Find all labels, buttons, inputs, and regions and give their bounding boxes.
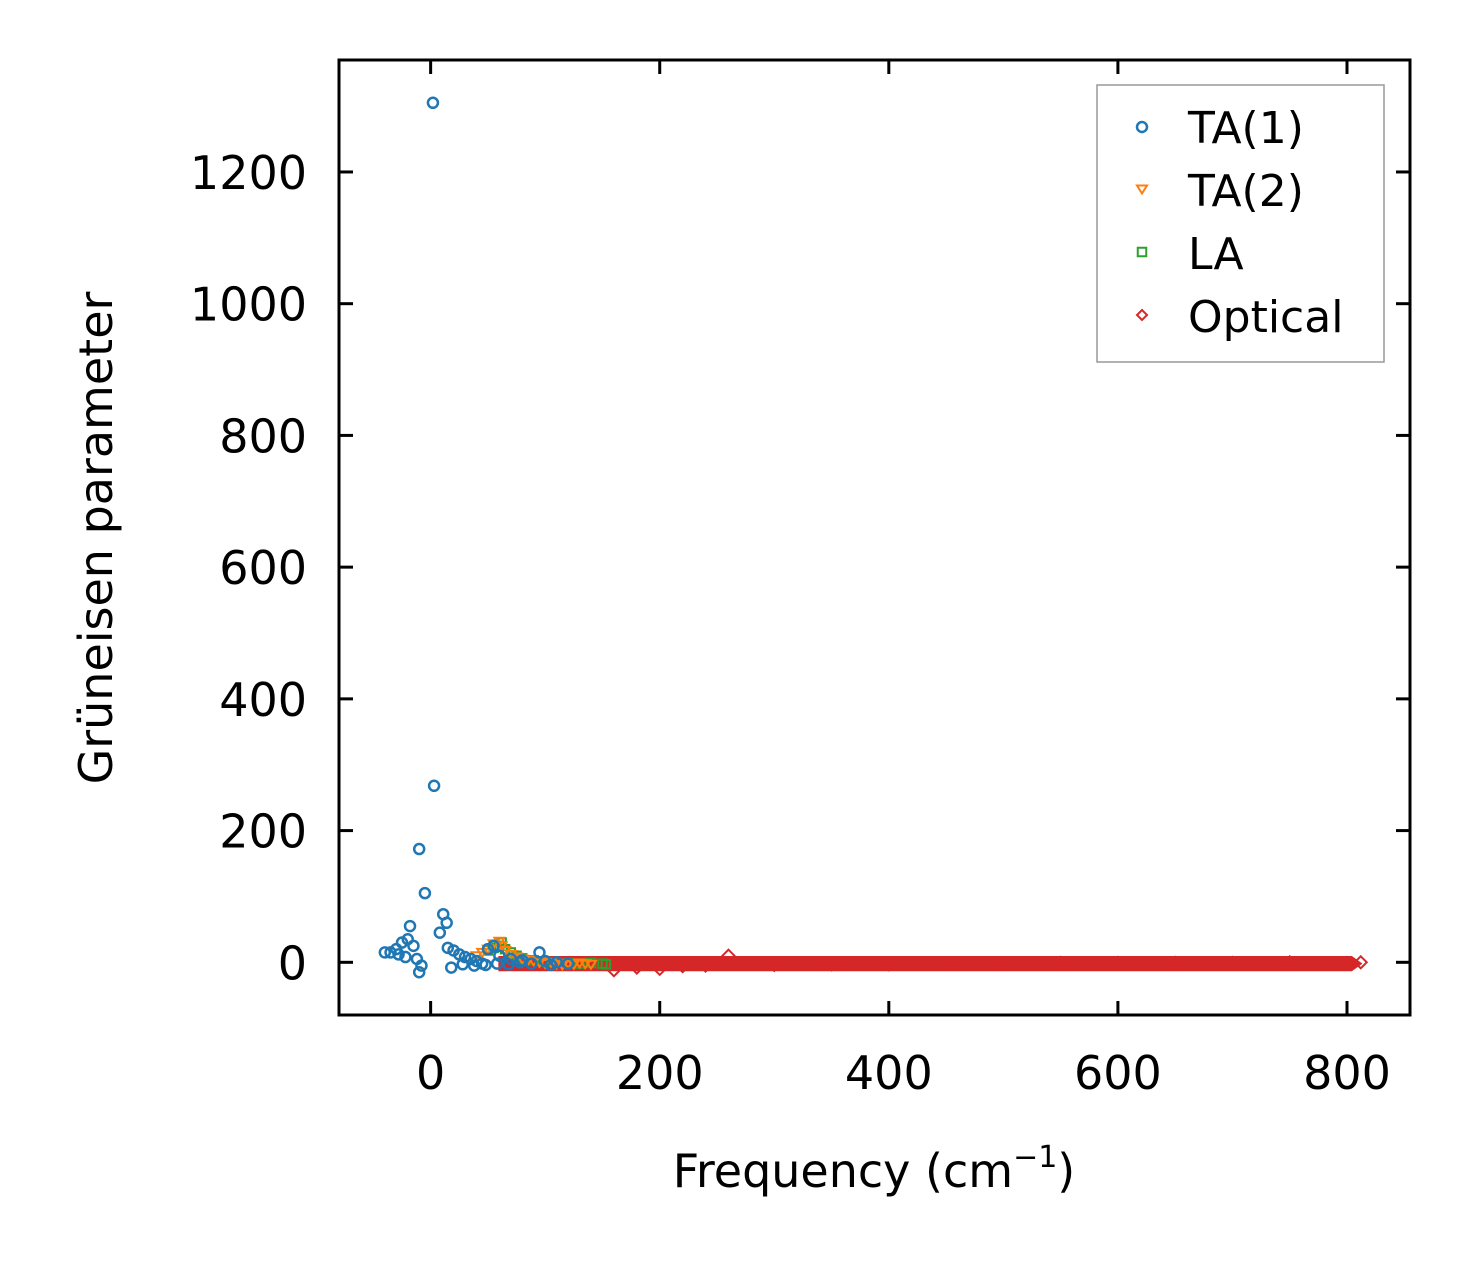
ta1-point — [440, 916, 453, 930]
plot-frame — [337, 58, 1412, 1017]
ta1-point — [392, 948, 405, 961]
ta1-point — [403, 919, 417, 933]
y-tick-label: 200 — [219, 805, 307, 859]
ta1-point — [427, 779, 441, 793]
ta1-point — [399, 950, 412, 964]
optical-point — [629, 960, 645, 975]
legend-marker-optical — [1135, 308, 1149, 322]
ta1-point — [487, 939, 500, 953]
ta1-point — [525, 957, 538, 970]
optical-point — [995, 956, 1011, 972]
optical-point — [652, 961, 668, 977]
optical-point — [1282, 954, 1298, 970]
optical-point — [1053, 955, 1069, 971]
ta2-point — [567, 959, 581, 971]
y-tick-label: 1000 — [190, 278, 307, 332]
ta1-point — [544, 958, 558, 972]
x-axis-label-close: ) — [1057, 1144, 1075, 1198]
ta1-point — [561, 957, 575, 970]
ta1-point — [426, 96, 440, 110]
x-tick-label: 400 — [845, 1046, 933, 1100]
ta1-point — [415, 959, 428, 972]
ta1-point — [502, 958, 515, 971]
optical-point — [1353, 954, 1369, 970]
optical-point — [1225, 955, 1240, 971]
x-axis-label-superscript: −1 — [1013, 1140, 1057, 1175]
x-tick-label: 0 — [416, 1046, 445, 1100]
ta1-point — [412, 842, 426, 856]
ta1-point — [467, 959, 481, 972]
x-tick-label: 200 — [616, 1046, 704, 1100]
optical-point — [766, 957, 782, 973]
y-tick-label: 400 — [219, 673, 307, 727]
optical-point — [1339, 955, 1355, 971]
x-tick-label: 600 — [1074, 1046, 1162, 1100]
y-tick-label: 800 — [219, 409, 307, 463]
ta1-point — [456, 958, 469, 971]
legend-label-ta2: TA(2) — [1187, 166, 1304, 217]
optical-point — [881, 956, 897, 972]
ta1-point — [493, 949, 506, 962]
legend-marker-ta2 — [1135, 184, 1149, 196]
optical-point — [675, 958, 691, 974]
legend-label-optical: Optical — [1188, 292, 1343, 343]
ta1-point — [412, 965, 426, 979]
ta1-point — [378, 946, 392, 959]
y-axis-label: Grüneisen parameter — [69, 291, 123, 784]
optical-point — [1167, 955, 1183, 971]
legend-label-ta1: TA(1) — [1187, 103, 1304, 154]
optical-point — [938, 956, 954, 972]
ta2-point — [584, 959, 598, 971]
optical-point — [721, 948, 736, 964]
x-axis-label: Frequency (cm−1) — [673, 1140, 1076, 1198]
x-axis-label-main: Frequency (cm — [673, 1144, 1013, 1198]
y-tick-label: 600 — [219, 541, 307, 595]
la-point — [600, 959, 612, 970]
legend-marker-ta1 — [1135, 120, 1149, 134]
optical-point — [824, 956, 839, 972]
ta1-point — [513, 956, 527, 969]
ta1-point — [418, 886, 432, 900]
optical-point — [698, 958, 713, 974]
x-tick-label: 800 — [1303, 1046, 1391, 1100]
y-tick-label: 1200 — [190, 146, 307, 200]
legend-label-la: LA — [1188, 229, 1244, 280]
ta1-point — [384, 946, 397, 959]
ta1-point — [490, 957, 504, 970]
ta1-point — [479, 958, 492, 972]
y-tick-label: 0 — [278, 936, 307, 990]
legend-marker-la — [1136, 246, 1148, 258]
optical-point — [1110, 955, 1126, 971]
ta1-point — [458, 950, 472, 964]
ta1-point — [433, 926, 447, 939]
legend: TA(1) TA(2) LA Optical — [1096, 84, 1385, 363]
ta1-point — [533, 946, 546, 959]
ta1-point — [407, 939, 420, 953]
ta1-point — [445, 961, 458, 974]
